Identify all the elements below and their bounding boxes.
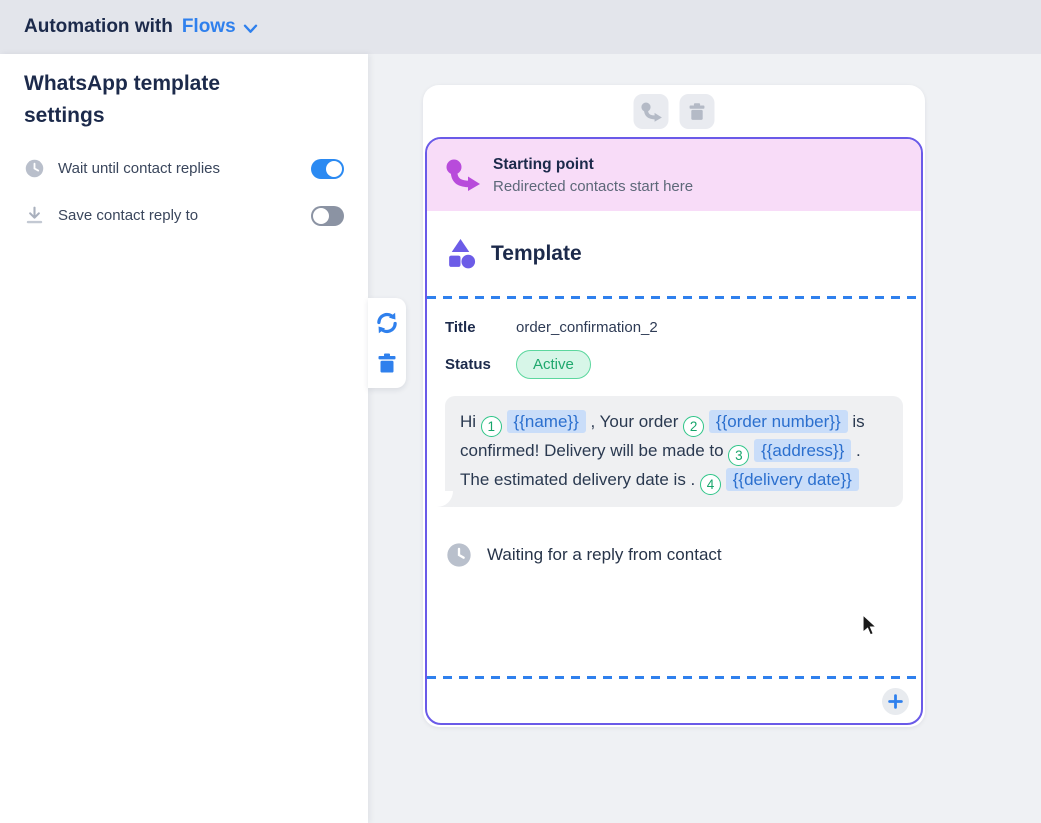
download-icon bbox=[24, 205, 45, 226]
template-heading: Template bbox=[491, 241, 582, 265]
starting-point-header: Starting point Redirected contacts start… bbox=[427, 139, 921, 211]
status-field-row: Status Active bbox=[445, 350, 903, 379]
variable-number-badge: 2 bbox=[683, 416, 705, 437]
starting-point-subtitle: Redirected contacts start here bbox=[493, 177, 694, 195]
dashed-separator-top bbox=[427, 296, 921, 299]
setting-label: Save contact reply to bbox=[58, 207, 199, 224]
refresh-button[interactable] bbox=[374, 310, 400, 336]
message-text: is confirmed! Delivery will be made to bbox=[460, 412, 865, 460]
flow-canvas[interactable]: Starting point Redirected contacts start… bbox=[368, 54, 1041, 823]
variable-number-badge: 3 bbox=[728, 445, 750, 466]
setting-row-wait-until-contact-replies: Wait until contact replies bbox=[24, 158, 344, 179]
node-container: Starting point Redirected contacts start… bbox=[423, 85, 925, 727]
page-title: Automation with bbox=[24, 16, 173, 37]
waiting-text: Waiting for a reply from contact bbox=[487, 545, 722, 564]
template-variable: {{order number}} bbox=[708, 410, 848, 433]
delete-node-button[interactable] bbox=[679, 94, 715, 129]
app-header: Automation with Flows bbox=[0, 0, 1041, 54]
variable-number-badge: 4 bbox=[700, 474, 722, 495]
plus-icon bbox=[888, 694, 903, 709]
title-field-row: Title order_confirmation_2 bbox=[445, 319, 903, 336]
save-contact-reply-toggle[interactable] bbox=[311, 205, 344, 226]
setting-row-save-contact-reply: Save contact reply to bbox=[24, 205, 344, 226]
template-variable: {{name}} bbox=[506, 410, 586, 433]
starting-point-title: Starting point bbox=[493, 155, 594, 173]
title-field-value: order_confirmation_2 bbox=[516, 319, 658, 336]
dashed-separator-bottom bbox=[427, 676, 921, 679]
message-bubble-text: Hi 1 {{name}} , Your order 2 {{order num… bbox=[460, 410, 865, 495]
starting-point-redirect-icon bbox=[445, 159, 481, 191]
template-variable: {{address}} bbox=[754, 439, 852, 462]
node-toolbar bbox=[633, 94, 715, 129]
trash-icon bbox=[374, 351, 400, 375]
title-field-label: Title bbox=[445, 319, 476, 336]
status-badge: Active bbox=[516, 350, 591, 379]
message-text: Hi bbox=[460, 412, 477, 431]
variable-number-badge: 1 bbox=[480, 416, 502, 437]
canvas-side-toolbar bbox=[368, 298, 406, 388]
add-step-button[interactable] bbox=[882, 688, 909, 715]
waiting-row: Waiting for a reply from contact bbox=[445, 541, 903, 569]
clock-icon bbox=[24, 158, 45, 179]
sidebar-title: WhatsApp template settings bbox=[24, 72, 221, 127]
settings-sidebar: WhatsApp template settings Wait until co… bbox=[0, 54, 368, 823]
flows-dropdown[interactable]: Flows bbox=[182, 16, 258, 38]
redirect-node-button[interactable] bbox=[633, 94, 669, 129]
message-preview-bubble: Hi 1 {{name}} , Your order 2 {{order num… bbox=[437, 396, 903, 507]
card-footer bbox=[427, 679, 921, 723]
chevron-down-icon bbox=[243, 23, 258, 34]
clock-icon bbox=[445, 541, 473, 569]
trash-icon bbox=[687, 101, 708, 122]
template-variable: {{delivery date}} bbox=[725, 468, 859, 491]
template-heading-row: Template bbox=[427, 211, 921, 296]
template-shapes-icon bbox=[445, 238, 476, 269]
status-field-label: Status bbox=[445, 356, 491, 373]
delete-button[interactable] bbox=[374, 350, 400, 376]
setting-label: Wait until contact replies bbox=[58, 160, 221, 177]
wait-until-contact-replies-toggle[interactable] bbox=[311, 158, 344, 179]
message-text: , Your order bbox=[590, 412, 679, 431]
redirect-icon bbox=[640, 102, 662, 122]
flows-dropdown-label: Flows bbox=[181, 16, 236, 37]
message-text: . The estimated delivery date is . bbox=[460, 441, 861, 489]
template-node-body: Title order_confirmation_2 Status Active… bbox=[427, 299, 921, 676]
refresh-icon bbox=[374, 310, 400, 336]
template-node-card[interactable]: Starting point Redirected contacts start… bbox=[425, 137, 923, 725]
